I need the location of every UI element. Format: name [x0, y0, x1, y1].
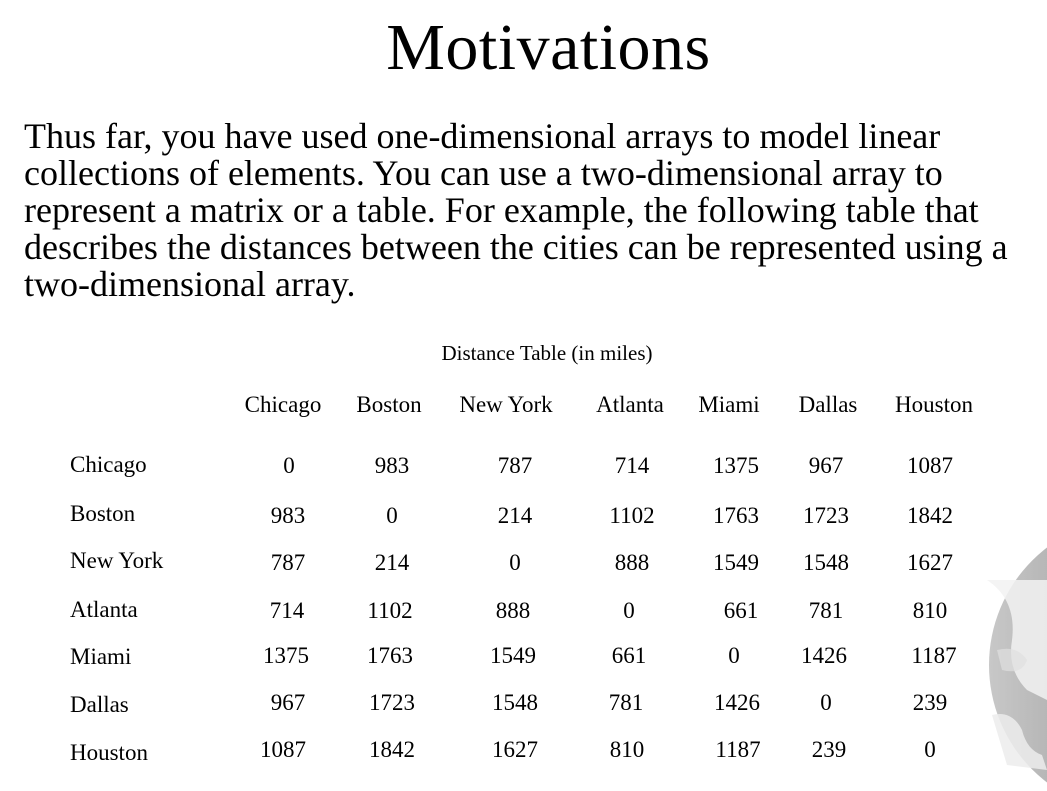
table-cell: 0	[623, 598, 635, 623]
table-cell: 0	[386, 503, 398, 528]
row-header: New York	[70, 548, 164, 573]
table-cell: 714	[269, 598, 305, 623]
table-caption: Distance Table (in miles)	[441, 341, 653, 365]
table-cell: 1102	[609, 503, 655, 528]
slide-title: Motivations	[386, 11, 711, 84]
table-cell: 1549	[490, 643, 536, 668]
table-cell: 1723	[369, 690, 415, 715]
slide-body-text: Thus far, you have used one-dimensional …	[24, 116, 1008, 304]
table-cell: 888	[614, 550, 650, 575]
column-header: Chicago	[244, 392, 322, 417]
table-cell: 1548	[803, 550, 849, 575]
table-cell: 1627	[492, 737, 538, 762]
table-cell: 1763	[713, 503, 759, 528]
table-cell: 1842	[907, 503, 953, 528]
table-cell: 1102	[367, 598, 413, 623]
row-header: Boston	[70, 501, 136, 526]
table-cell: 1723	[803, 503, 849, 528]
row-header: Houston	[70, 740, 148, 765]
row-header: Dallas	[70, 692, 129, 717]
column-header: Dallas	[798, 392, 858, 417]
table-cell: 661	[611, 643, 647, 668]
column-header: Miami	[698, 392, 760, 417]
table-cell: 214	[497, 503, 533, 528]
globe-decoration-icon	[987, 540, 1047, 791]
table-cell: 1187	[715, 737, 761, 762]
column-header: New York	[459, 392, 553, 417]
table-cell: 0	[820, 690, 832, 715]
column-header: Boston	[356, 392, 422, 417]
table-cell: 661	[723, 598, 759, 623]
table-cell: 967	[808, 453, 844, 478]
table-cell: 1375	[713, 453, 759, 478]
table-cell: 787	[497, 453, 533, 478]
table-cell: 787	[270, 550, 306, 575]
table-cell: 0	[728, 643, 740, 668]
table-cell: 810	[912, 598, 948, 623]
column-header: Houston	[895, 392, 973, 417]
table-cell: 967	[270, 690, 306, 715]
table-cell: 239	[811, 737, 847, 762]
table-cell: 1842	[369, 737, 415, 762]
table-cell: 888	[495, 598, 531, 623]
table-cell: 983	[270, 503, 306, 528]
table-cell: 0	[283, 453, 295, 478]
table-cell: 1087	[907, 453, 953, 478]
column-header: Atlanta	[596, 392, 664, 417]
table-cell: 1426	[801, 643, 847, 668]
row-header: Chicago	[70, 452, 147, 477]
row-header: Atlanta	[70, 597, 138, 622]
table-cell: 1549	[713, 550, 759, 575]
table-cell: 1426	[714, 690, 760, 715]
table-cell: 1627	[907, 550, 953, 575]
table-cell: 0	[509, 550, 521, 575]
table-cell: 0	[924, 737, 936, 762]
table-cell: 1763	[367, 643, 413, 668]
table-cell: 1187	[911, 643, 957, 668]
table-cell: 983	[374, 453, 410, 478]
table-cell: 1087	[260, 737, 306, 762]
table-cell: 781	[608, 690, 644, 715]
table-cell: 810	[609, 737, 645, 762]
table-cell: 1548	[492, 690, 538, 715]
row-header: Miami	[70, 644, 132, 669]
table-cell: 714	[614, 453, 650, 478]
table-cell: 781	[808, 598, 844, 623]
table-cell: 1375	[263, 643, 309, 668]
table-cell: 239	[912, 690, 948, 715]
table-cell: 214	[374, 550, 410, 575]
